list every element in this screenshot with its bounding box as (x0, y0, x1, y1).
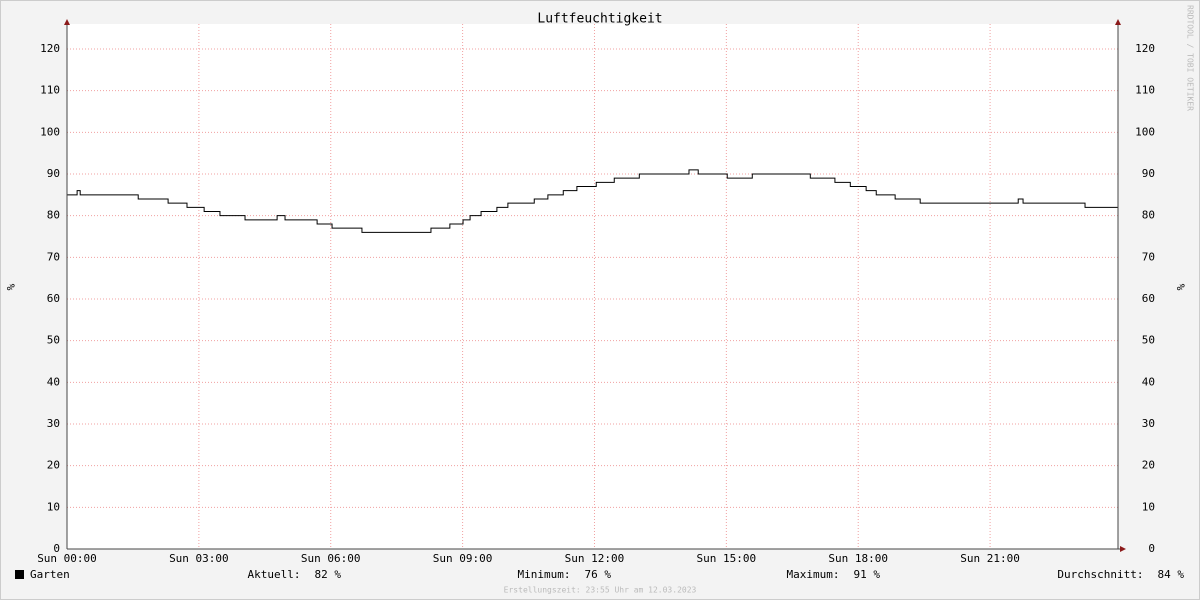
x-tick-label: Sun 09:00 (433, 552, 493, 565)
y-tick-label-right: 110 (1135, 84, 1155, 97)
y-axis-label: % (4, 284, 17, 291)
arrow (1120, 546, 1126, 552)
stat-value: 91 % (854, 568, 881, 581)
y-tick-label-right: 0 (1148, 542, 1155, 555)
y-tick-label: 20 (47, 459, 60, 472)
x-tick-label: Sun 15:00 (697, 552, 757, 565)
chart-title: Luftfeuchtigkeit (537, 12, 662, 27)
stat: Minimum: 76 % (518, 568, 612, 581)
legend-swatch (15, 570, 24, 579)
y-tick-label: 80 (47, 209, 60, 222)
y-tick-label-right: 50 (1142, 334, 1155, 347)
y-tick-label-right: 100 (1135, 125, 1155, 138)
stat-label: Minimum: (518, 568, 571, 581)
y-tick-label: 50 (47, 334, 60, 347)
y-tick-label-right: 120 (1135, 42, 1155, 55)
y-tick-label-right: 60 (1142, 292, 1155, 305)
stat-value: 84 % (1158, 568, 1185, 581)
y-axis-label-right: % (1174, 284, 1187, 291)
x-tick-label: Sun 06:00 (301, 552, 361, 565)
arrow (1115, 19, 1121, 25)
x-tick-label: Sun 12:00 (565, 552, 625, 565)
y-tick-label: 30 (47, 417, 60, 430)
y-tick-label-right: 10 (1142, 500, 1155, 513)
plot-area (67, 24, 1118, 549)
y-tick-label: 0 (53, 542, 60, 555)
y-tick-label: 40 (47, 375, 60, 388)
y-tick-label-right: 40 (1142, 375, 1155, 388)
y-tick-label: 100 (40, 125, 60, 138)
stat: Durchschnitt: 84 % (1057, 568, 1184, 581)
y-tick-label: 70 (47, 250, 60, 263)
stat-value: 76 % (585, 568, 612, 581)
y-tick-label: 10 (47, 500, 60, 513)
stat-label: Maximum: (787, 568, 840, 581)
y-tick-label: 90 (47, 167, 60, 180)
stat: Aktuell: 82 % (248, 568, 342, 581)
stat-label: Aktuell: (248, 568, 301, 581)
y-tick-label: 60 (47, 292, 60, 305)
watermark: RRDTOOL / TOBI OETIKER (1186, 5, 1195, 111)
stat: Maximum: 91 % (787, 568, 881, 581)
x-tick-label: Sun 03:00 (169, 552, 229, 565)
x-tick-label: Sun 21:00 (960, 552, 1020, 565)
marks (67, 169, 1118, 233)
stats: Aktuell: 82 % Minimum: 76 % Maximum: 91 % Durc… (248, 568, 1185, 581)
y-tick-label-right: 30 (1142, 417, 1155, 430)
footer: Erstellungszeit: 23:55 Uhr am 12.03.2023 (504, 586, 697, 595)
y-tick-label-right: 90 (1142, 167, 1155, 180)
y-tick-label-right: 70 (1142, 250, 1155, 263)
legend-label: Garten (30, 568, 70, 581)
y-tick-label: 110 (40, 84, 60, 97)
arrow (64, 19, 70, 25)
stat-value: 82 % (315, 568, 342, 581)
stat-label: Durchschnitt: (1057, 568, 1143, 581)
y-tick-label-right: 20 (1142, 459, 1155, 472)
x-tick-label: Sun 18:00 (828, 552, 888, 565)
x-tick-label: Sun 00:00 (37, 552, 97, 565)
line (67, 169, 1118, 233)
y-tick-label-right: 80 (1142, 209, 1155, 222)
y-tick-label: 120 (40, 42, 60, 55)
